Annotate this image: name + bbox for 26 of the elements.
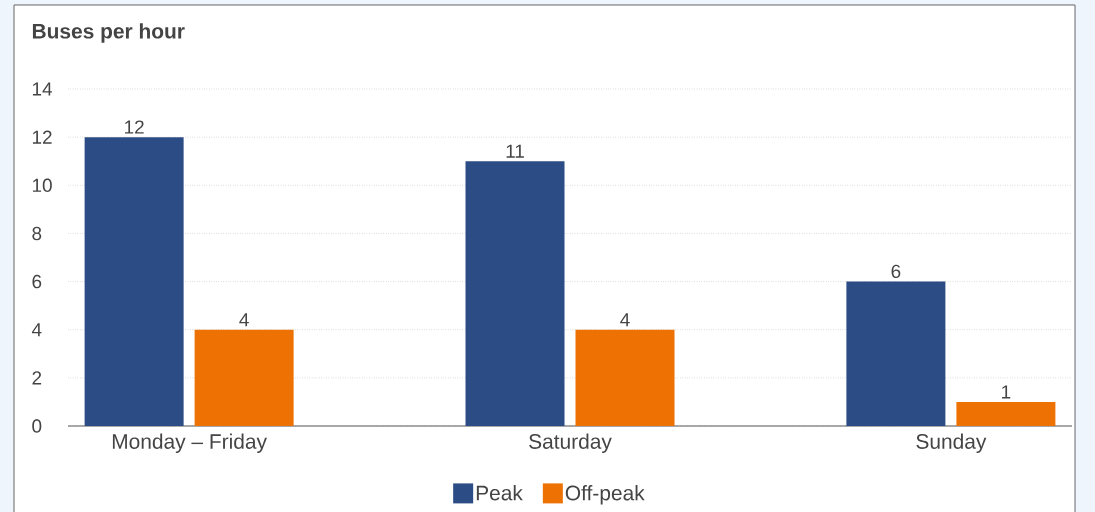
y-tick-label: 8 [32, 226, 42, 241]
data-label: 11 [506, 144, 524, 158]
data-label: 6 [891, 264, 901, 279]
legend-label: Peak [476, 485, 523, 501]
x-tick-label: Saturday [529, 433, 612, 454]
bar [194, 329, 294, 426]
bar [465, 161, 565, 426]
y-tick-label: 2 [32, 371, 42, 385]
data-label: 1 [1002, 385, 1011, 399]
y-tick-label: 12 [32, 130, 52, 144]
bar [575, 329, 675, 426]
bar [846, 281, 946, 426]
y-axis-title: Buses per hour [32, 23, 185, 43]
data-label: 4 [620, 313, 630, 327]
data-label: 4 [239, 313, 249, 327]
x-tick-label: Sunday [916, 433, 987, 454]
data-label: 12 [125, 120, 144, 134]
x-tick-label: Monday – Friday [112, 433, 267, 454]
y-tick-label: 4 [31, 323, 42, 337]
bar [956, 401, 1056, 426]
y-tick-label: 6 [32, 274, 42, 289]
y-tick-label: 0 [32, 419, 42, 433]
y-tick-label: 14 [32, 82, 53, 96]
bar [84, 137, 184, 426]
legend-label: Off-peak [565, 485, 645, 505]
y-tick-label: 10 [32, 178, 52, 192]
